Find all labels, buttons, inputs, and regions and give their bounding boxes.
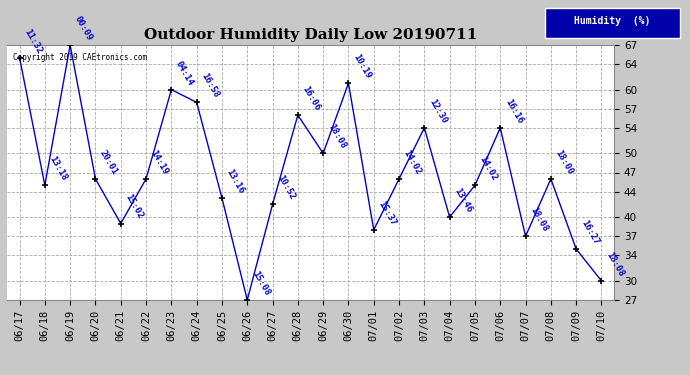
Text: 04:14: 04:14 <box>174 59 195 87</box>
Text: 16:58: 16:58 <box>199 72 221 100</box>
Text: 13:46: 13:46 <box>453 187 473 214</box>
Text: 16:06: 16:06 <box>301 85 322 112</box>
Text: 16:16: 16:16 <box>503 98 524 125</box>
Text: 00:09: 00:09 <box>73 15 94 42</box>
Text: 10:52: 10:52 <box>275 174 297 202</box>
Text: 15:02: 15:02 <box>124 193 145 221</box>
Text: 18:08: 18:08 <box>529 206 549 234</box>
Text: 13:16: 13:16 <box>225 168 246 195</box>
Text: Humidity  (%): Humidity (%) <box>574 16 650 26</box>
Text: 12:30: 12:30 <box>427 98 449 125</box>
Text: 20:01: 20:01 <box>98 148 119 176</box>
Text: Copyright 2019 CAEtronics.com: Copyright 2019 CAEtronics.com <box>13 53 147 62</box>
Text: 14:02: 14:02 <box>477 155 499 183</box>
Text: 16:27: 16:27 <box>579 219 600 246</box>
Text: 13:18: 13:18 <box>48 155 69 183</box>
Text: 11:32: 11:32 <box>22 27 43 55</box>
Text: 15:08: 15:08 <box>250 270 271 297</box>
Text: 18:08: 18:08 <box>326 123 347 151</box>
Title: Outdoor Humidity Daily Low 20190711: Outdoor Humidity Daily Low 20190711 <box>144 28 477 42</box>
Text: 14:19: 14:19 <box>149 148 170 176</box>
Text: 18:08: 18:08 <box>604 251 625 278</box>
Text: 15:37: 15:37 <box>377 200 397 227</box>
Text: 18:00: 18:00 <box>553 148 575 176</box>
Text: 14:02: 14:02 <box>402 148 423 176</box>
Text: 10:19: 10:19 <box>351 53 373 81</box>
